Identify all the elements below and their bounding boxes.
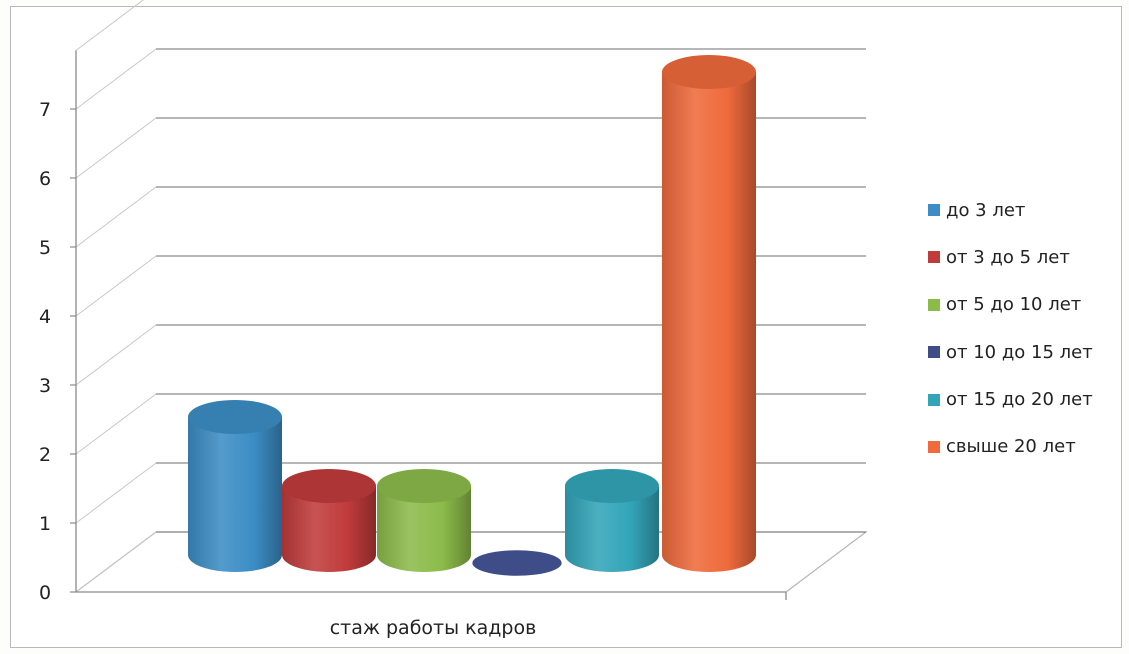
legend-swatch [928, 204, 940, 216]
legend-item: от 15 до 20 лет [928, 389, 1093, 411]
bar-4 [472, 550, 562, 576]
bar-top [188, 400, 282, 434]
bar-2 [282, 469, 376, 572]
legend-swatch [928, 298, 940, 311]
legend-label: от 3 до 5 лет [946, 246, 1070, 268]
y-tick-label: 3 [39, 375, 51, 397]
legend-item: от 3 до 5 лет [928, 246, 1093, 268]
legend: до 3 лет от 3 до 5 лет от 5 до 10 лет от 10… [928, 200, 1093, 484]
y-tick-label: 2 [39, 444, 51, 466]
bar-body [662, 72, 756, 572]
wall-gridline [75, 462, 157, 524]
legend-item: от 5 до 10 лет [928, 294, 1093, 316]
bars [188, 55, 756, 576]
wall-gridline [75, 186, 157, 248]
bar-3 [377, 469, 471, 572]
y-tick-label: 6 [39, 168, 51, 190]
wall-gridline [75, 393, 157, 455]
bar-6 [662, 55, 756, 572]
x-category-label: стаж работы кадров [330, 617, 537, 639]
legend-label: от 5 до 10 лет [946, 294, 1082, 316]
wall-gridline [75, 324, 157, 386]
y-tick-label: 4 [39, 306, 51, 328]
bar-1 [188, 400, 282, 572]
y-tick-label: 0 [39, 582, 51, 604]
legend-item: свыше 20 лет [928, 436, 1093, 458]
legend-item: от 10 до 15 лет [928, 341, 1093, 363]
y-axis-ticks: 0 1 2 3 4 5 6 7 [39, 99, 51, 604]
bar-5 [565, 469, 659, 572]
legend-swatch [928, 346, 940, 359]
axes [70, 50, 787, 600]
bar-body [565, 486, 659, 572]
bar-body [188, 417, 282, 572]
wall-gridline [75, 117, 157, 179]
bar-body [282, 486, 376, 572]
y-tick-label: 1 [39, 513, 51, 535]
legend-label: до 3 лет [946, 199, 1026, 221]
legend-label: свыше 20 лет [946, 436, 1076, 458]
legend-label: от 10 до 15 лет [946, 341, 1093, 363]
wall-gridline-top [75, 0, 144, 51]
legend-swatch [928, 393, 940, 406]
x-axis-labels: стаж работы кадров [330, 617, 537, 639]
y-tick-label: 5 [39, 237, 51, 259]
legend-swatch [928, 251, 940, 264]
wall-gridline [75, 531, 157, 593]
legend-swatch [928, 440, 940, 453]
y-tick-label: 7 [39, 99, 51, 121]
wall-gridline [75, 48, 157, 110]
bar-top [377, 469, 471, 503]
bar-top [282, 469, 376, 503]
bar-top [662, 55, 756, 89]
bar-body [377, 486, 471, 572]
bar-top [472, 550, 562, 576]
legend-label: от 15 до 20 лет [946, 389, 1093, 411]
bar-top [565, 469, 659, 503]
legend-item: до 3 лет [928, 199, 1093, 221]
wall-gridline [75, 255, 157, 317]
